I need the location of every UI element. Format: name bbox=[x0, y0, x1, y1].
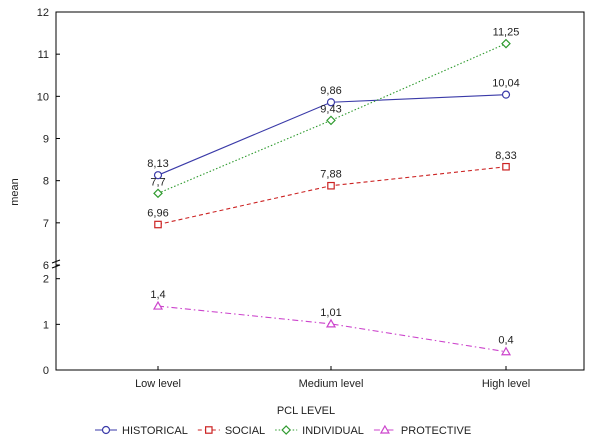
data-label: 9,43 bbox=[320, 103, 341, 115]
data-label: 8,13 bbox=[147, 158, 168, 170]
legend-marker bbox=[281, 425, 292, 435]
data-label: 7,7 bbox=[150, 176, 165, 188]
series-historical bbox=[153, 90, 511, 180]
series-individual bbox=[153, 38, 511, 199]
data-point bbox=[501, 90, 511, 99]
x-tick-label: Low level bbox=[135, 378, 181, 390]
data-labels: 8,13 9,86 10,04 6,96 7,88 8,33 7,7 9,43 11,25 1,4… bbox=[147, 27, 519, 347]
data-point bbox=[502, 162, 510, 171]
legend-item: PROTECTIVE bbox=[373, 424, 471, 437]
data-point bbox=[153, 171, 163, 180]
legend-marker bbox=[205, 426, 213, 434]
legend-label: SOCIAL bbox=[225, 425, 265, 437]
y-tick-label: 1 bbox=[43, 319, 49, 331]
y-tick-label: 2 bbox=[43, 274, 49, 286]
legend-marker bbox=[379, 424, 390, 434]
y-tick-label: 8 bbox=[43, 176, 49, 188]
data-point bbox=[152, 300, 164, 310]
series-protective bbox=[152, 300, 512, 356]
axis-break-mark bbox=[51, 259, 61, 264]
data-point bbox=[327, 181, 335, 190]
axis-break-mark bbox=[51, 264, 61, 269]
data-point bbox=[500, 346, 512, 356]
data-label: 1,01 bbox=[320, 307, 341, 319]
legend-item: INDIVIDUAL bbox=[275, 425, 364, 437]
data-label: 8,33 bbox=[495, 150, 516, 162]
legend-label: HISTORICAL bbox=[122, 425, 188, 437]
y-tick-label: 9 bbox=[43, 134, 49, 146]
y-tick-label: 12 bbox=[37, 7, 49, 19]
plot-frame bbox=[55, 11, 585, 371]
data-label: 10,04 bbox=[492, 78, 520, 90]
x-tick-label: High level bbox=[482, 378, 530, 390]
series-social bbox=[154, 162, 510, 229]
data-label: 1,4 bbox=[150, 289, 165, 301]
series-line bbox=[157, 43, 507, 194]
legend-label: INDIVIDUAL bbox=[302, 425, 364, 437]
y-tick-label: 10 bbox=[37, 91, 49, 103]
data-point bbox=[326, 98, 336, 107]
data-label: 0,4 bbox=[498, 335, 513, 347]
data-label: 11,25 bbox=[493, 27, 520, 39]
legend-marker bbox=[101, 425, 111, 435]
series-line bbox=[157, 305, 507, 353]
series-layer bbox=[152, 38, 512, 356]
legend-label: PROTECTIVE bbox=[401, 425, 471, 437]
y-tick-label: 0 bbox=[43, 365, 49, 377]
data-point bbox=[501, 38, 511, 49]
y-axis-title: mean bbox=[9, 178, 21, 206]
y-tick-label: 7 bbox=[43, 218, 49, 230]
legend: HISTORICAL SOCIAL INDIVIDUAL PROTECTIVE bbox=[95, 424, 471, 437]
legend-item: SOCIAL bbox=[197, 425, 265, 437]
legend-item: HISTORICAL bbox=[95, 425, 188, 437]
data-label: 6,96 bbox=[147, 208, 168, 220]
x-tick-label: Medium level bbox=[299, 378, 364, 390]
data-point bbox=[325, 318, 337, 328]
data-label: 9,86 bbox=[320, 85, 341, 97]
x-axis-title: PCL LEVEL bbox=[277, 405, 335, 417]
y-tick-label: 6 bbox=[43, 260, 49, 272]
data-point bbox=[153, 188, 163, 199]
data-label: 7,88 bbox=[320, 169, 341, 181]
data-point bbox=[154, 220, 162, 229]
data-point bbox=[326, 115, 336, 126]
y-tick-label: 11 bbox=[38, 49, 49, 61]
